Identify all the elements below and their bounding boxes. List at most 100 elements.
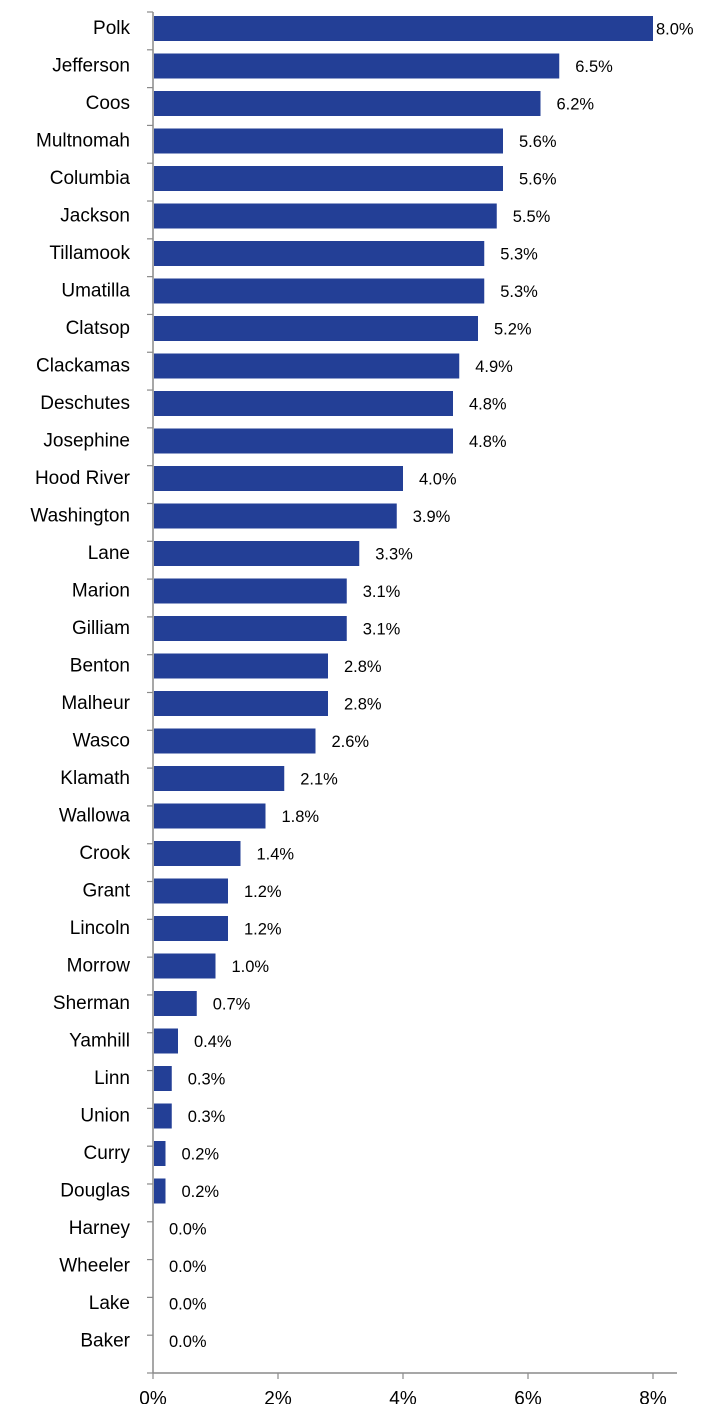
category-label: Hood River [35, 468, 131, 489]
data-label: 0.3% [188, 1071, 226, 1089]
category-label: Lincoln [70, 918, 130, 939]
category-label: Curry [84, 1143, 131, 1164]
data-label: 2.6% [332, 733, 370, 751]
category-label: Lake [89, 1293, 130, 1314]
data-label: 5.5% [513, 208, 551, 226]
x-tick-label: 6% [514, 1389, 542, 1404]
data-label: 1.4% [257, 846, 295, 864]
category-label: Coos [86, 93, 130, 114]
bar-malheur [154, 691, 328, 716]
data-label: 1.2% [244, 921, 282, 939]
category-label: Wheeler [59, 1256, 130, 1277]
data-label: 0.2% [182, 1183, 220, 1201]
category-labels-group: Polk Jefferson Coos Multnomah Columbia Jackso… [30, 18, 130, 1352]
category-label: Gilliam [72, 618, 130, 639]
category-label: Wallowa [59, 806, 131, 827]
data-label: 2.8% [344, 696, 382, 714]
data-label: 5.2% [494, 321, 532, 339]
category-label: Clatsop [66, 318, 130, 339]
data-label: 8.0% [656, 21, 694, 39]
bar-lincoln [154, 916, 228, 941]
category-label: Klamath [60, 768, 130, 789]
data-label: 6.5% [575, 58, 613, 76]
category-label: Benton [70, 656, 130, 677]
bar-josephine [154, 428, 453, 454]
bar-hood-river [154, 466, 403, 491]
bar-douglas [154, 1178, 166, 1204]
data-label: 0.3% [188, 1108, 226, 1126]
data-labels-group: 8.0% 6.5% 6.2% 5.6% 5.6% 5.5% 5.3% 5.3% 5.2% 4.9%… [169, 21, 694, 1352]
category-label: Deschutes [40, 393, 130, 414]
category-label: Wasco [73, 731, 130, 752]
category-label: Clackamas [36, 356, 130, 377]
bar-multnomah [154, 128, 503, 154]
data-label: 1.0% [232, 958, 270, 976]
bar-deschutes [154, 391, 453, 416]
bar-sherman [154, 991, 197, 1016]
bar-columbia [154, 166, 503, 191]
bar-wallowa [154, 803, 266, 829]
bar-linn [154, 1066, 172, 1091]
bar-klamath [154, 766, 285, 791]
data-label: 4.8% [469, 396, 507, 414]
bar-curry [154, 1141, 166, 1166]
data-label: 6.2% [557, 96, 595, 114]
bar-jackson [154, 203, 497, 229]
category-label: Harney [69, 1218, 131, 1239]
bar-lane [154, 541, 360, 566]
bar-yamhill [154, 1028, 178, 1054]
category-label: Umatilla [61, 281, 130, 302]
data-label: 4.9% [475, 358, 513, 376]
category-label: Malheur [61, 693, 130, 714]
bar-jefferson [154, 53, 560, 79]
category-label: Baker [80, 1331, 130, 1352]
category-label: Marion [72, 581, 130, 602]
category-label: Morrow [67, 956, 131, 977]
bar-morrow [154, 953, 216, 979]
category-label: Sherman [53, 993, 130, 1014]
category-label: Union [80, 1106, 130, 1127]
bar-wasco [154, 728, 316, 754]
bars-group [154, 16, 653, 1204]
data-label: 3.1% [363, 621, 401, 639]
bar-polk [154, 16, 653, 41]
data-label: 0.0% [169, 1296, 207, 1314]
data-label: 0.0% [169, 1258, 207, 1276]
data-label: 2.8% [344, 658, 382, 676]
data-label: 5.3% [500, 246, 538, 264]
data-label: 3.3% [375, 546, 413, 564]
category-label: Crook [79, 843, 130, 864]
data-label: 5.3% [500, 283, 538, 301]
data-label: 4.0% [419, 471, 457, 489]
x-tick-label: 2% [264, 1389, 292, 1404]
category-label: Multnomah [36, 131, 130, 152]
category-label: Jackson [60, 206, 130, 227]
data-label: 3.9% [413, 508, 451, 526]
data-label: 4.8% [469, 433, 507, 451]
category-label: Yamhill [69, 1031, 130, 1052]
data-label: 2.1% [300, 771, 338, 789]
data-label: 1.2% [244, 883, 282, 901]
data-label: 3.1% [363, 583, 401, 601]
data-label: 5.6% [519, 171, 557, 189]
data-label: 0.0% [169, 1221, 207, 1239]
x-tick-label: 8% [639, 1389, 667, 1404]
bar-umatilla [154, 278, 485, 304]
category-label: Lane [88, 543, 130, 564]
data-label: 5.6% [519, 133, 557, 151]
bar-union [154, 1103, 172, 1129]
bar-washington [154, 503, 397, 529]
bar-gilliam [154, 616, 347, 641]
x-tick-label: 0% [139, 1389, 167, 1404]
bar-tillamook [154, 241, 485, 266]
category-label: Washington [30, 506, 130, 527]
category-label: Josephine [43, 431, 130, 452]
bar-clatsop [154, 316, 478, 341]
bar-clackamas [154, 353, 460, 379]
category-label: Douglas [60, 1181, 130, 1202]
data-label: 0.4% [194, 1033, 232, 1051]
data-label: 0.2% [182, 1146, 220, 1164]
data-label: 1.8% [282, 808, 320, 826]
